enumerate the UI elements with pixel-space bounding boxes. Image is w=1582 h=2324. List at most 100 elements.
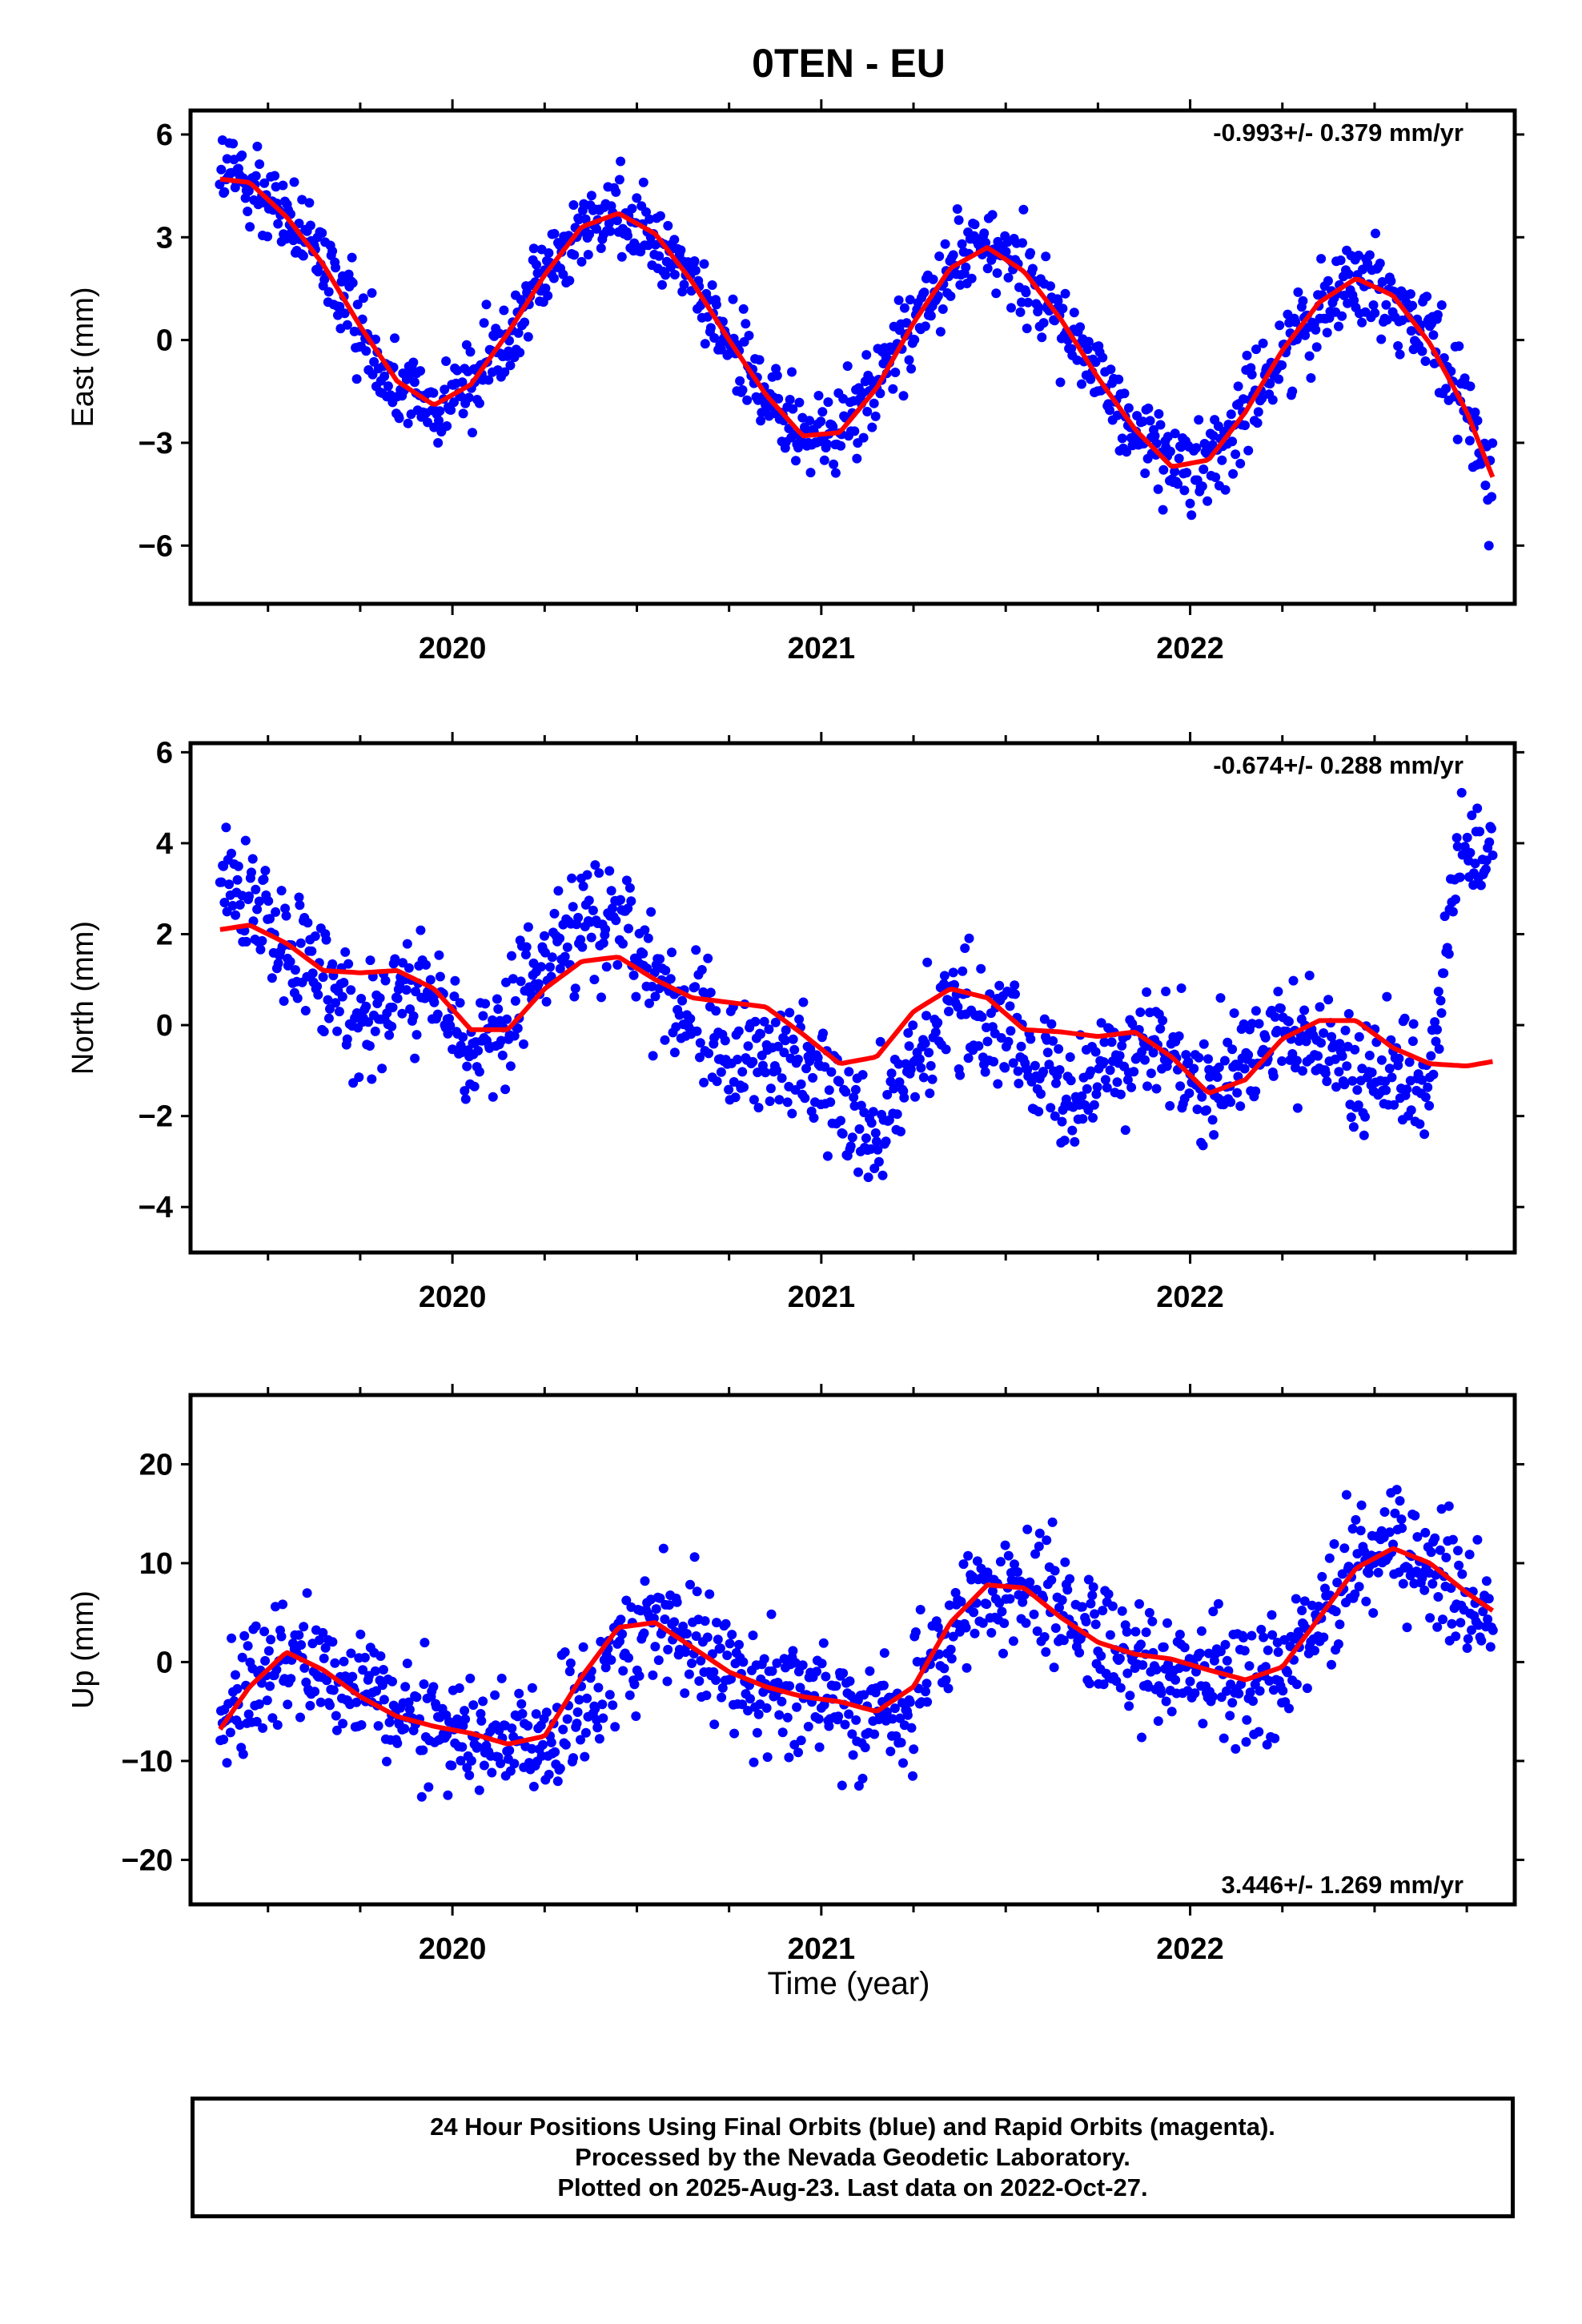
data-point [1054,1065,1065,1075]
data-point [663,1644,673,1655]
data-point [895,1713,905,1723]
data-point [904,1041,914,1051]
data-point [343,959,354,969]
data-point [743,1706,753,1716]
data-point [1277,1056,1287,1066]
data-point [1472,1534,1483,1545]
data-point [1441,1552,1452,1562]
data-point [858,432,869,443]
data-point [774,1710,785,1720]
data-point [1065,1052,1075,1062]
data-point [492,994,502,1004]
data-point [756,1029,765,1039]
data-point [271,1602,280,1612]
data-point [1228,468,1239,479]
data-point [654,983,665,994]
data-point [1151,1664,1162,1675]
data-point [397,1008,408,1019]
data-point [797,1660,808,1671]
data-point [1255,1686,1265,1696]
data-point [1348,1122,1359,1132]
data-point [458,1032,468,1042]
data-point [1232,1088,1243,1098]
data-point [1395,1496,1405,1506]
data-point [1472,803,1483,814]
data-point [969,1607,979,1618]
data-point [1484,1594,1494,1604]
data-point [514,1688,524,1699]
data-point [429,997,440,1007]
data-point [560,1647,570,1657]
data-point [1112,1077,1122,1088]
data-point [1292,1103,1303,1113]
data-point [961,262,971,272]
data-point [926,1060,936,1071]
data-point [989,1056,999,1067]
data-point [1331,1606,1341,1617]
data-point [412,1030,422,1040]
data-point [861,350,872,360]
data-point [1359,1546,1370,1557]
data-point [910,1092,920,1102]
data-point [648,1051,658,1061]
data-point [490,1690,500,1700]
data-point [1488,438,1498,448]
data-point [516,295,526,305]
data-point [416,1791,427,1802]
data-point [1480,480,1491,491]
data-point [1098,1057,1109,1068]
data-point [441,356,452,366]
data-point [1119,388,1130,399]
data-point [919,287,930,298]
data-point [478,1696,488,1707]
data-point [410,1053,420,1063]
data-point [1243,1050,1254,1060]
data-point [1454,1560,1464,1570]
data-point [920,1038,930,1048]
data-point [844,1709,854,1719]
data-point [259,1626,270,1637]
data-point [387,1676,397,1687]
data-point [1435,995,1446,1006]
data-point [1260,1032,1271,1043]
data-point [1329,1539,1339,1549]
data-point [594,868,604,879]
data-point [420,1638,430,1648]
data-point [536,962,546,972]
data-point [614,175,624,185]
data-point [1391,1485,1402,1495]
data-point [796,1735,806,1746]
data-point [852,453,862,464]
data-point [1456,1618,1466,1628]
data-point [1099,1037,1110,1047]
data-point [596,243,606,253]
data-point [358,1665,368,1675]
data-point [298,251,308,261]
data-point [279,996,289,1006]
data-point [925,1088,935,1099]
data-point [624,1690,635,1700]
data-point [803,1722,813,1731]
data-point [881,1136,891,1147]
data-point [546,971,556,982]
data-point [752,1727,762,1738]
data-point [576,256,587,267]
data-point [272,1720,283,1730]
data-point [605,226,616,236]
data-point [462,1763,472,1773]
data-point [1242,1715,1252,1725]
data-point [1435,1545,1445,1555]
data-point [822,1151,833,1161]
data-point [1117,1040,1127,1051]
data-point [694,1676,705,1687]
data-point [281,234,291,244]
data-point [928,274,938,284]
data-point [1393,341,1403,351]
data-point [1190,1688,1200,1699]
data-point [562,942,572,952]
data-point [586,932,596,943]
data-point [737,385,748,395]
data-point [1235,458,1246,468]
data-point [1036,1089,1046,1099]
